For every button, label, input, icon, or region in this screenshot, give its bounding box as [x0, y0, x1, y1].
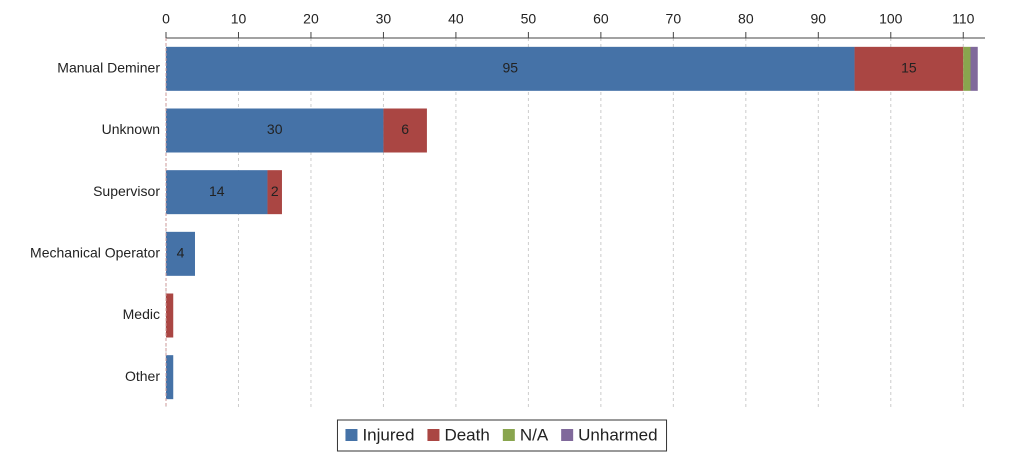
x-tick-label: 40	[448, 11, 464, 27]
legend-swatch	[345, 429, 358, 441]
bar-segment	[854, 46, 964, 91]
data-label: 15	[901, 60, 917, 76]
bar-segment	[383, 108, 427, 153]
bar-segment	[166, 231, 195, 276]
y-tick-label: Supervisor	[93, 183, 160, 199]
data-label: 14	[209, 183, 225, 199]
x-tick-label: 0	[162, 11, 170, 27]
y-tick-label: Unknown	[102, 121, 160, 137]
data-label: 2	[271, 183, 279, 199]
x-tick-label: 80	[738, 11, 754, 27]
x-tick-label: 110	[952, 11, 975, 27]
y-tick-label: Other	[125, 368, 160, 384]
y-tick-label: Mechanical Operator	[30, 245, 160, 261]
x-tick-label: 30	[376, 11, 392, 27]
data-label: 6	[401, 121, 409, 137]
x-tick-label: 60	[593, 11, 609, 27]
x-tick-label: 50	[521, 11, 537, 27]
data-label: 30	[267, 121, 283, 137]
legend-box	[336, 419, 668, 452]
legend-label: Unharmed	[578, 425, 657, 444]
legend-label: Death	[444, 425, 489, 444]
x-tick-label: 90	[811, 11, 827, 27]
bar-segment	[166, 46, 855, 91]
legend-label: N/A	[520, 425, 549, 444]
bar-segment	[166, 170, 268, 215]
legend: Injured Death N/A Unharmed	[336, 419, 668, 452]
bar-segment	[166, 355, 174, 400]
x-tick-label: 10	[231, 11, 247, 27]
bar-segment	[970, 46, 978, 91]
legend-swatch	[502, 429, 515, 441]
x-tick-label: 70	[666, 11, 682, 27]
x-tick-label: 100	[879, 11, 903, 27]
legend-swatch	[561, 429, 574, 441]
bar-segment	[963, 46, 971, 91]
legend-label: Injured	[362, 425, 414, 444]
y-tick-label: Medic	[123, 306, 160, 322]
data-label: 4	[177, 245, 185, 261]
legend-swatch	[427, 429, 440, 441]
bar-segment	[166, 108, 384, 153]
data-label: 95	[502, 60, 518, 76]
x-tick-label: 20	[303, 11, 319, 27]
bar-segment	[267, 170, 282, 215]
y-tick-label: Manual Deminer	[57, 60, 160, 76]
bar-segment	[166, 293, 174, 338]
